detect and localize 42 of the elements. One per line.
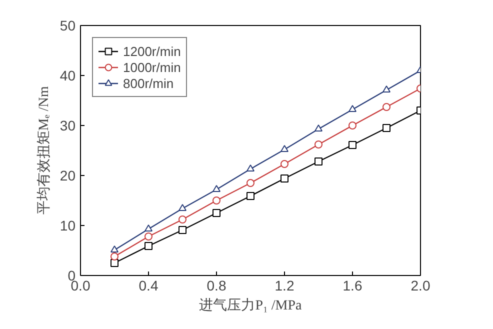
point bbox=[246, 164, 254, 172]
point bbox=[348, 122, 356, 130]
x-axis-title: 进气压力P₁ /MPa bbox=[199, 298, 303, 314]
legend-label: 1200r/min bbox=[123, 43, 181, 59]
point bbox=[178, 204, 186, 212]
point bbox=[110, 259, 118, 267]
legend-label: 800r/min bbox=[123, 75, 174, 91]
point bbox=[314, 124, 322, 132]
legend-label: 1000r/min bbox=[123, 59, 181, 75]
point bbox=[144, 232, 152, 240]
x-tick-label: 0.8 bbox=[206, 278, 226, 294]
y-tick-label: 20 bbox=[60, 168, 76, 184]
point bbox=[110, 252, 118, 260]
point bbox=[382, 103, 390, 111]
point bbox=[110, 245, 118, 253]
point bbox=[382, 85, 390, 93]
point bbox=[178, 216, 186, 224]
point bbox=[212, 209, 220, 217]
x-tick-label: 2.0 bbox=[410, 278, 430, 294]
point bbox=[246, 179, 254, 187]
x-tick-label: 0.4 bbox=[138, 278, 158, 294]
point bbox=[348, 104, 356, 112]
x-tick-label: 1.6 bbox=[342, 278, 362, 294]
x-tick-label: 1.2 bbox=[274, 278, 294, 294]
point bbox=[382, 124, 390, 132]
point bbox=[314, 140, 322, 148]
y-tick-label: 50 bbox=[60, 18, 76, 34]
y-tick-label: 10 bbox=[60, 218, 76, 234]
point bbox=[144, 224, 152, 232]
point bbox=[280, 160, 288, 168]
point bbox=[314, 158, 322, 166]
point bbox=[178, 226, 186, 234]
y-axis-title: 平均有效扭矩Mₑ /Nm bbox=[36, 86, 52, 215]
y-tick-label: 40 bbox=[60, 68, 76, 84]
y-tick-label: 30 bbox=[60, 118, 76, 134]
point bbox=[348, 141, 356, 149]
point bbox=[246, 192, 254, 200]
point bbox=[280, 174, 288, 182]
point bbox=[144, 242, 152, 250]
point bbox=[212, 184, 220, 192]
point bbox=[212, 196, 220, 204]
point bbox=[280, 144, 288, 152]
